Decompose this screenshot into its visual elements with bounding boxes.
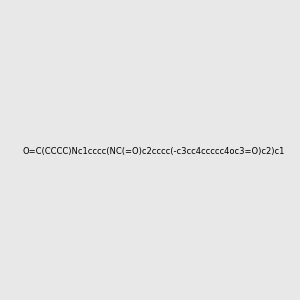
Text: O=C(CCCC)Nc1cccc(NC(=O)c2cccc(-c3cc4ccccc4oc3=O)c2)c1: O=C(CCCC)Nc1cccc(NC(=O)c2cccc(-c3cc4cccc… xyxy=(22,147,285,156)
